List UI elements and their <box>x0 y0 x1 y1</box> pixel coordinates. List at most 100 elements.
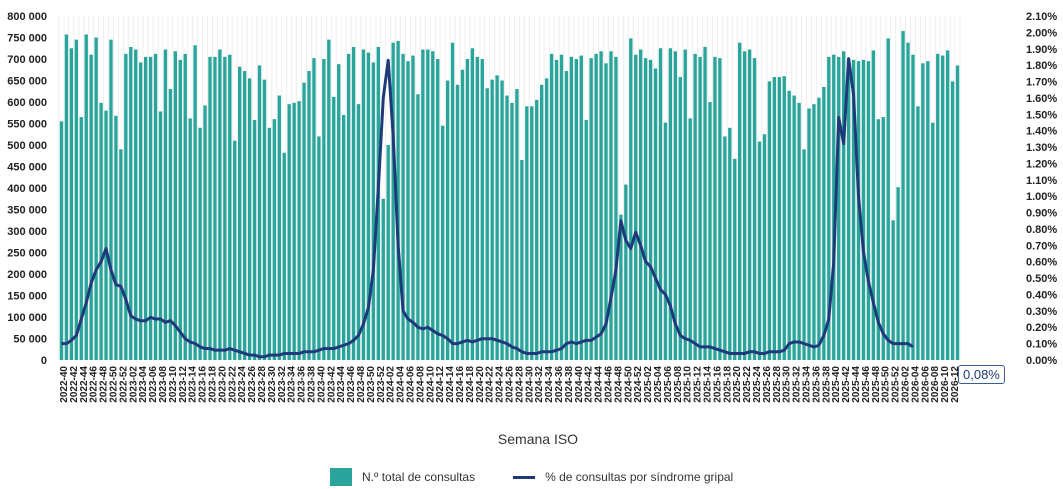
x-tick-label: 2024-16 <box>455 366 466 403</box>
left-tick-label: 300 000 <box>7 226 47 238</box>
right-tick-label: 1.90% <box>1026 44 1057 56</box>
x-tick-label: 2022-40 <box>59 366 70 403</box>
bar <box>688 118 692 360</box>
bar <box>648 59 653 361</box>
right-tick-label: 2.00% <box>1026 27 1057 39</box>
bar <box>297 101 301 360</box>
bar <box>233 140 237 360</box>
x-tick-label: 2024-10 <box>425 366 436 403</box>
bar <box>733 158 737 360</box>
x-tick-label: 2023-30 <box>267 366 278 403</box>
x-tick-label: 2025-48 <box>871 366 882 403</box>
x-tick-label: 2024-18 <box>465 366 476 403</box>
x-tick-label: 2023-02 <box>128 366 139 403</box>
left-tick-label: 200 000 <box>7 269 47 281</box>
bar <box>119 149 123 360</box>
x-tick-label: 2025-40 <box>831 366 842 403</box>
bar <box>911 54 915 360</box>
right-tick-label: 1.30% <box>1026 142 1057 154</box>
right-tick-label: 0.40% <box>1026 289 1057 301</box>
x-tick-label: 2022-52 <box>118 366 129 403</box>
bar <box>371 62 376 360</box>
bar <box>134 49 138 360</box>
right-tick-label: 1.20% <box>1026 158 1057 170</box>
bar <box>554 59 559 361</box>
x-tick-label: 2024-48 <box>613 366 624 403</box>
right-tick-label: 0.60% <box>1026 257 1057 269</box>
x-tick-label: 2024-12 <box>435 366 446 403</box>
bar <box>639 49 643 360</box>
bar <box>203 105 207 360</box>
bar <box>540 84 544 361</box>
bar <box>777 77 781 360</box>
bar <box>188 118 192 360</box>
right-tick-label: 0.30% <box>1026 306 1057 318</box>
x-tick-label: 2023-16 <box>198 366 209 403</box>
bar <box>312 58 316 360</box>
bar <box>406 61 410 361</box>
right-tick-label: 0.10% <box>1026 339 1057 351</box>
bar <box>168 89 173 360</box>
bar <box>252 120 257 360</box>
bar <box>520 160 524 360</box>
bar <box>757 141 762 360</box>
bar <box>752 58 757 360</box>
left-tick-label: 350 000 <box>7 205 47 217</box>
x-tick-label: 2024-40 <box>574 366 585 403</box>
right-tick-label: 1.40% <box>1026 126 1057 138</box>
bar <box>950 81 955 361</box>
bar <box>84 34 88 361</box>
bar <box>475 56 479 360</box>
bar <box>564 71 569 360</box>
x-tick-label: 2025-36 <box>811 366 822 403</box>
bar <box>460 69 465 360</box>
bar <box>178 59 182 361</box>
bar <box>361 49 366 360</box>
x-tick-label: 2023-12 <box>178 366 189 403</box>
x-tick-label: 2022-46 <box>89 366 100 403</box>
x-tick-label: 2024-52 <box>633 366 644 403</box>
x-tick-label: 2024-42 <box>584 366 595 403</box>
x-tick-label: 2025-28 <box>772 366 783 403</box>
bar <box>851 59 856 361</box>
x-tick-label: 2026-10 <box>940 366 951 403</box>
bar <box>698 56 702 360</box>
bar <box>129 46 133 361</box>
bar <box>549 53 554 361</box>
bar <box>728 127 732 360</box>
bar <box>827 56 831 360</box>
bar <box>173 51 178 360</box>
x-tick-label: 2024-08 <box>415 366 426 403</box>
x-tick-label: 2022-44 <box>79 366 90 403</box>
bar <box>921 63 925 361</box>
x-tick-label: 2023-32 <box>277 366 288 403</box>
bar <box>525 106 529 360</box>
x-tick-label: 2026-08 <box>930 366 941 403</box>
bar <box>158 111 163 361</box>
bar <box>678 77 682 360</box>
right-tick-label: 1.60% <box>1026 93 1057 105</box>
bar <box>401 53 405 361</box>
bar <box>139 62 143 360</box>
x-tick-label: 2025-42 <box>841 366 852 403</box>
x-tick-label: 2023-20 <box>217 366 228 403</box>
bar <box>480 59 484 360</box>
bar <box>381 198 385 360</box>
x-tick-label: 2024-24 <box>495 366 506 403</box>
bar <box>871 50 876 361</box>
chart: 0 50 000 100 000 150 000 200 000 250 000 300 0… <box>7 11 1057 447</box>
legend-line-swatch <box>513 475 536 479</box>
bar <box>837 56 841 360</box>
x-tick-label: 2025-20 <box>732 366 743 403</box>
bar <box>89 54 93 360</box>
left-tick-label: 0 <box>41 355 47 367</box>
x-tick-label: 2023-38 <box>306 366 317 403</box>
bar <box>559 54 564 360</box>
x-tick-label: 2025-30 <box>782 366 793 403</box>
bar <box>74 39 79 361</box>
bar <box>668 48 673 360</box>
bar <box>272 119 277 360</box>
x-tick-label: 2022-48 <box>99 366 110 403</box>
x-tick-label: 2025-12 <box>693 366 704 403</box>
left-tick-label: 800 000 <box>7 11 47 23</box>
